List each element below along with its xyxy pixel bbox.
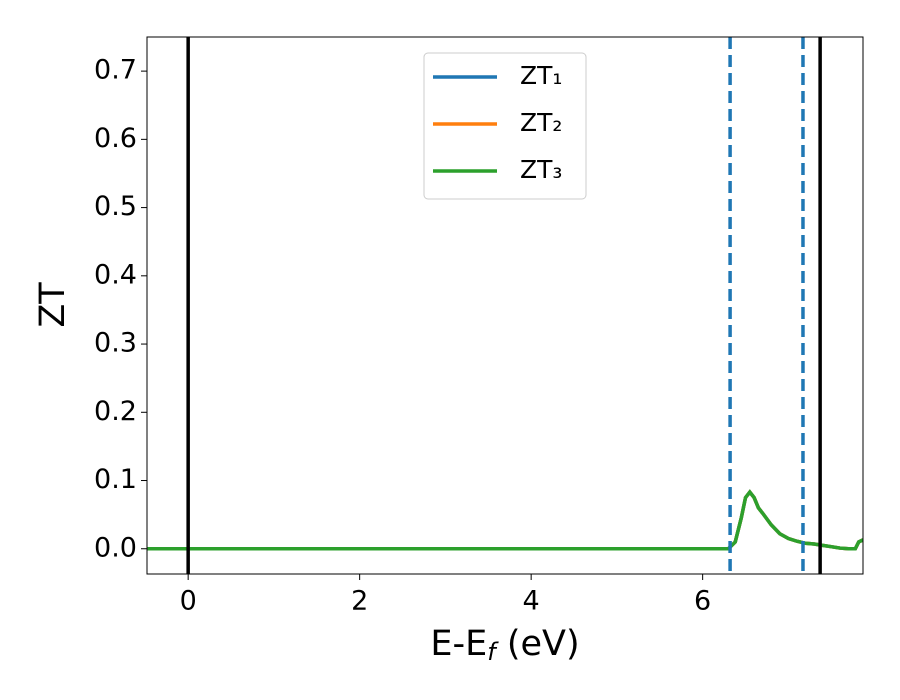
x-label-part: (eV): [496, 624, 580, 664]
y-tick-label: 0.3: [94, 328, 137, 359]
y-tick-label: 0.2: [94, 396, 137, 427]
y-tick-label: 0.6: [94, 123, 137, 154]
x-tick-label: 0: [180, 586, 197, 617]
plot-area: [147, 37, 863, 574]
series-line: [147, 489, 863, 551]
x-tick-label: 6: [694, 586, 711, 617]
legend-box: [423, 52, 587, 200]
y-axis-label: ZT: [33, 282, 73, 328]
plot-frame: [146, 36, 864, 575]
legend-label: ZT₃: [520, 155, 562, 184]
x-axis-label: E-Ef (eV): [430, 624, 579, 666]
x-tick-label: 2: [351, 586, 368, 617]
legend-label: ZT₁: [520, 61, 562, 90]
x-label-part: E-E: [430, 624, 487, 664]
y-tick-label: 0.0: [94, 532, 137, 563]
y-tick-label: 0.7: [94, 55, 137, 86]
legend: ZT₁ ZT₂ ZT₃: [423, 52, 587, 200]
legend-label: ZT₂: [520, 108, 562, 137]
y-tick-label: 0.4: [94, 259, 137, 290]
x-tick-label: 4: [523, 586, 540, 617]
y-tick-label: 0.5: [94, 191, 137, 222]
y-tick-label: 0.1: [94, 464, 137, 495]
